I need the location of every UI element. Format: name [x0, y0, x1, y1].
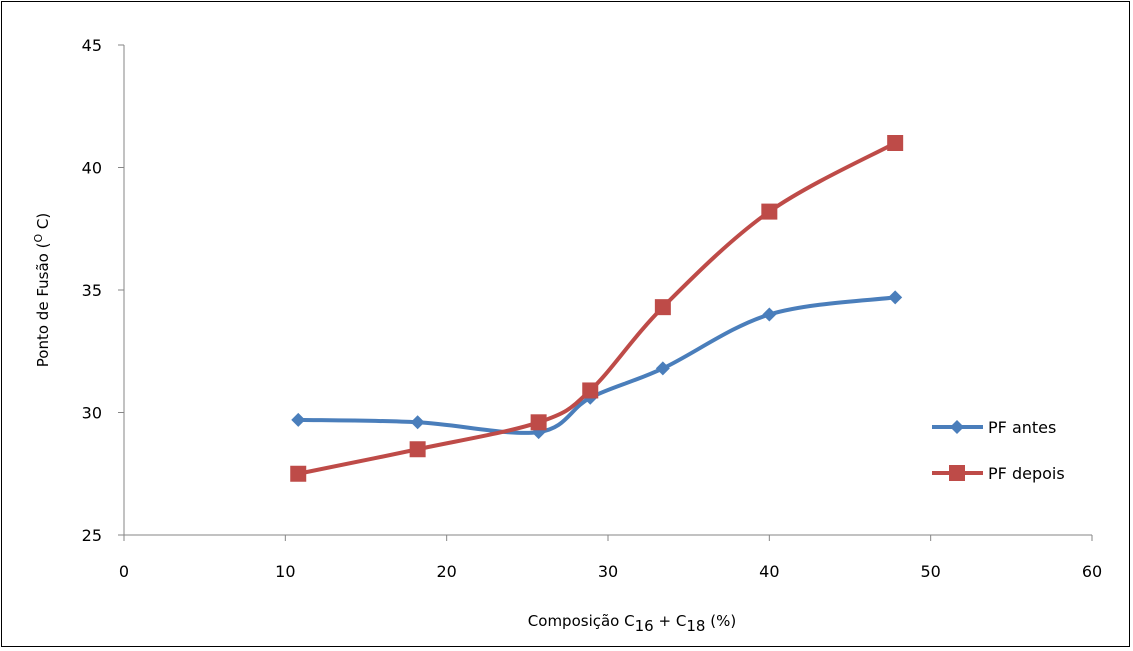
series-2	[290, 135, 904, 482]
data-point	[762, 307, 777, 322]
x-axis-title-c18-base: C	[676, 612, 686, 630]
data-point	[291, 412, 306, 427]
data-point	[410, 415, 425, 430]
y-tick-label: 40	[82, 159, 102, 178]
legend-swatch-marker	[949, 465, 965, 481]
x-axis-title-plus: +	[659, 612, 672, 630]
y-axis-title-suffix: C)	[34, 213, 52, 234]
data-point	[655, 361, 670, 376]
x-axis-title-prefix: Composição	[528, 612, 620, 630]
data-point	[887, 135, 904, 151]
legend-label: PF depois	[988, 464, 1065, 483]
legend-item: PF antes	[932, 418, 1056, 437]
data-point	[409, 441, 426, 458]
data-point	[761, 203, 778, 220]
y-tick-label: 30	[82, 404, 102, 423]
series-layer	[290, 135, 904, 482]
x-axis-title-unit: (%)	[710, 612, 736, 630]
y-axis-title: Ponto de Fusão (O C)	[32, 213, 52, 367]
x-axis-title-c16-sub: 16	[635, 617, 654, 635]
axes: 25 30 35 40 45 0 10 20 30 40 50 60	[82, 36, 1103, 581]
data-point	[654, 299, 671, 316]
y-tick-label: 45	[82, 36, 102, 55]
x-tick-label: 50	[920, 562, 940, 581]
x-tick-label: 0	[119, 562, 129, 581]
x-axis-title: Composição C16 + C18 (%)	[528, 612, 736, 635]
series-line	[298, 295, 896, 435]
x-tick-label: 20	[436, 562, 456, 581]
x-tick-label: 40	[759, 562, 779, 581]
legend: PF antes PF depois	[932, 418, 1065, 483]
x-tick-label: 30	[598, 562, 618, 581]
legend-swatch-marker	[950, 420, 964, 434]
x-tick-label: 60	[1082, 562, 1102, 581]
y-axis-title-sup: O	[32, 234, 45, 243]
data-point	[290, 465, 307, 482]
x-axis-title-c16-base: C	[624, 612, 634, 630]
legend-item: PF depois	[932, 464, 1065, 483]
x-axis-title-c18-sub: 18	[686, 617, 705, 635]
data-point	[582, 382, 599, 399]
legend-label: PF antes	[988, 418, 1056, 437]
y-tick-label: 25	[82, 526, 102, 545]
series-1	[291, 290, 903, 440]
data-point	[530, 414, 547, 431]
data-point	[888, 290, 903, 305]
y-axis-title-prefix: Ponto de Fusão (	[34, 243, 52, 368]
x-tick-label: 10	[275, 562, 295, 581]
y-tick-label: 35	[82, 281, 102, 300]
